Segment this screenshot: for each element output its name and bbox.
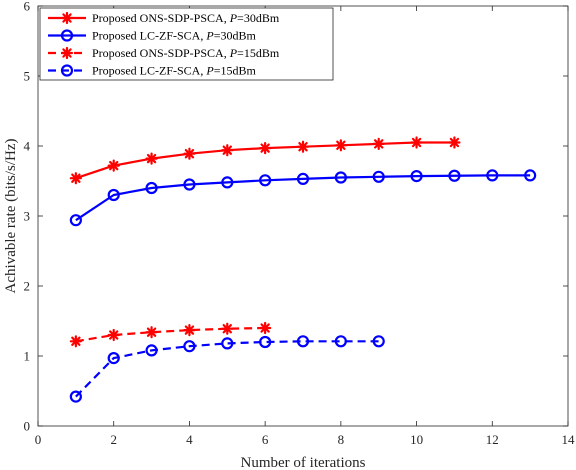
data-point xyxy=(107,328,120,342)
data-point xyxy=(410,136,423,149)
y-axis: 0 1 2 3 4 5 6 xyxy=(24,0,568,434)
x-tick-label: 14 xyxy=(562,432,576,447)
legend-label: Proposed ONS-SDP-PSCA, P=15dBm xyxy=(92,46,280,60)
data-point xyxy=(448,136,461,149)
legend-item: Proposed LC-ZF-SCA, P=15dBm xyxy=(48,64,256,78)
data-point xyxy=(60,11,74,25)
x-axis-label: Number of iterations xyxy=(241,455,366,470)
data-point xyxy=(69,335,82,348)
x-axis: 0 2 4 6 8 10 12 14 xyxy=(35,6,575,447)
data-point xyxy=(221,144,234,157)
data-point xyxy=(259,142,272,155)
data-point xyxy=(69,214,82,227)
x-tick-label: 4 xyxy=(186,432,193,447)
series-3 xyxy=(69,321,272,348)
y-tick-label: 2 xyxy=(24,279,31,294)
data-point xyxy=(145,326,158,339)
legend: Proposed ONS-SDP-PSCA, P=30dBm Proposed L… xyxy=(39,7,334,81)
series-line xyxy=(75,340,379,398)
data-point xyxy=(221,176,234,189)
legend-label: Proposed LC-ZF-SCA, P=15dBm xyxy=(92,64,256,78)
data-point xyxy=(107,352,120,365)
x-tick-label: 8 xyxy=(338,432,345,447)
data-point xyxy=(183,340,196,353)
data-point xyxy=(372,170,385,183)
data-point xyxy=(183,147,196,160)
x-tick-label: 2 xyxy=(110,432,117,447)
legend-item: Proposed LC-ZF-SCA, P=30dBm xyxy=(48,29,256,43)
data-point xyxy=(259,335,272,349)
data-point xyxy=(107,159,120,172)
data-point xyxy=(448,169,461,182)
series-4 xyxy=(69,335,385,403)
legend-item: Proposed ONS-SDP-PSCA, P=15dBm xyxy=(48,46,280,60)
data-point xyxy=(145,344,158,357)
data-point xyxy=(60,29,74,42)
y-tick-label: 6 xyxy=(24,0,31,14)
series-line xyxy=(75,326,266,343)
data-point xyxy=(60,64,74,77)
data-point xyxy=(221,337,234,350)
y-tick-label: 3 xyxy=(24,209,31,224)
data-point xyxy=(372,137,385,150)
data-point xyxy=(524,169,537,182)
series-layer xyxy=(69,136,537,403)
data-point xyxy=(145,152,158,165)
data-point xyxy=(410,170,423,183)
data-point xyxy=(69,390,82,403)
legend-box xyxy=(39,7,334,81)
data-point xyxy=(334,171,347,184)
data-point xyxy=(221,322,234,335)
x-tick-label: 6 xyxy=(262,432,269,447)
data-point xyxy=(259,174,272,187)
data-point xyxy=(372,335,385,348)
series-1 xyxy=(69,136,461,185)
data-point xyxy=(107,188,120,202)
x-tick-label: 0 xyxy=(35,432,42,447)
legend-label: Proposed LC-ZF-SCA, P=30dBm xyxy=(92,29,256,43)
series-2 xyxy=(69,169,537,227)
y-axis-label: Achivable rate (bits/s/Hz) xyxy=(3,139,19,294)
data-point xyxy=(296,140,310,153)
data-point xyxy=(60,46,74,60)
y-tick-label: 0 xyxy=(24,419,31,434)
data-point xyxy=(296,335,310,348)
data-point xyxy=(486,169,499,182)
y-tick-label: 5 xyxy=(24,69,31,84)
legend-label: Proposed ONS-SDP-PSCA, P=30dBm xyxy=(92,11,280,25)
data-point xyxy=(69,172,82,185)
y-tick-label: 1 xyxy=(24,349,31,364)
data-point xyxy=(183,178,196,191)
x-tick-label: 10 xyxy=(410,432,423,447)
data-point xyxy=(259,321,272,335)
data-point xyxy=(334,335,347,348)
data-point xyxy=(183,324,196,337)
legend-item: Proposed ONS-SDP-PSCA, P=30dBm xyxy=(48,11,280,25)
data-point xyxy=(296,172,310,185)
series-line xyxy=(75,174,531,222)
data-point xyxy=(145,181,158,195)
y-tick-label: 4 xyxy=(24,139,31,154)
data-point xyxy=(334,139,347,152)
x-tick-label: 12 xyxy=(486,432,499,447)
